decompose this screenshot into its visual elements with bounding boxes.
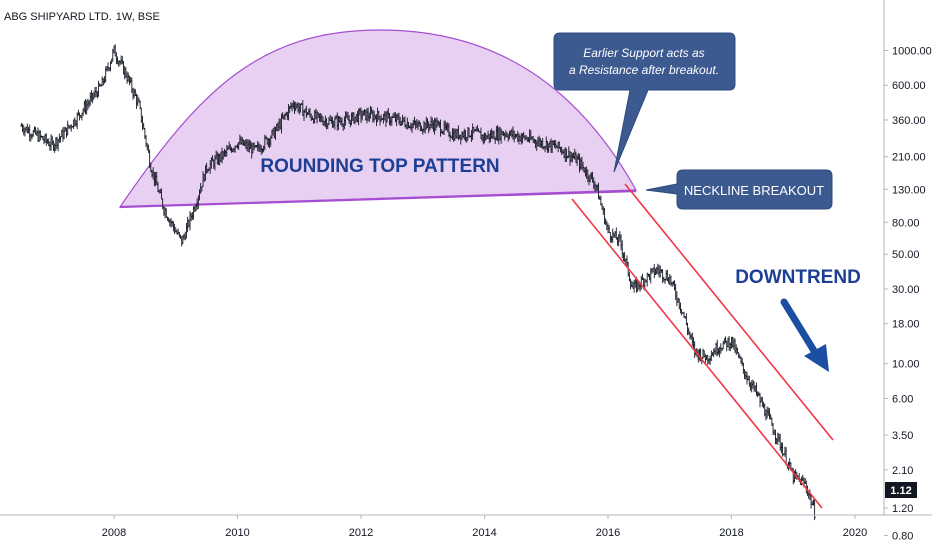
downtrend-arrow	[780, 298, 829, 372]
channel-lower-line	[571, 198, 823, 509]
last-price-badge: 1.12	[885, 482, 917, 498]
price-tick-label: 360.00	[892, 115, 926, 127]
price-tick-label: 1000.00	[892, 46, 932, 58]
price-tick-label: 210.00	[892, 152, 926, 164]
chart-title: ABG SHIPYARD LTD. 1W, BSE	[4, 11, 160, 23]
price-tick-label: 0.80	[892, 530, 913, 542]
price-tick-label: 1.20	[892, 503, 913, 515]
price-tick-label: 30.00	[892, 284, 920, 296]
time-tick-label: 2010	[225, 527, 249, 539]
time-tick-label: 2008	[102, 527, 126, 539]
chart-title-symbol: ABG SHIPYARD LTD.	[4, 11, 112, 23]
price-tick-label: 130.00	[892, 184, 926, 196]
callout-neckline-text: NECKLINE BREAKOUT	[684, 183, 824, 198]
neckline	[119, 189, 637, 209]
price-tick-label: 6.00	[892, 393, 913, 405]
neckline-breakout-callout: NECKLINE BREAKOUT	[645, 169, 833, 210]
price-tick-label: 3.50	[892, 430, 913, 442]
price-axis-ticks: 1000.00 600.00 360.00 210.00 130.00 80.00 50.0…	[884, 46, 932, 542]
downtrend-label: DOWNTREND	[735, 267, 861, 288]
price-tick-label: 18.00	[892, 319, 920, 331]
price-tick-label: 50.00	[892, 249, 920, 261]
price-tick-label: 600.00	[892, 80, 926, 92]
chart-title-suffix: 1W, BSE	[116, 11, 160, 23]
time-tick-label: 2018	[719, 527, 743, 539]
channel-upper-line	[624, 183, 834, 441]
price-tick-label: 2.10	[892, 465, 913, 477]
time-axis-ticks: 2008 2010 2012 2014 2016 2018 2020	[102, 515, 867, 539]
last-price-label: 1.12	[890, 485, 911, 497]
callout-support-line2: a Resistance after breakout.	[569, 63, 719, 77]
time-tick-label: 2014	[472, 527, 496, 539]
support-resistance-callout: Earlier Support acts as a Resistance aft…	[553, 32, 736, 173]
time-tick-label: 2012	[349, 527, 373, 539]
callout-support-line1: Earlier Support acts as	[583, 46, 704, 60]
rounding-top-label: ROUNDING TOP PATTERN	[260, 156, 499, 177]
price-tick-label: 80.00	[892, 217, 920, 229]
time-tick-label: 2020	[843, 527, 867, 539]
price-tick-label: 10.00	[892, 359, 920, 371]
time-tick-label: 2016	[596, 527, 620, 539]
price-candles	[20, 44, 816, 521]
